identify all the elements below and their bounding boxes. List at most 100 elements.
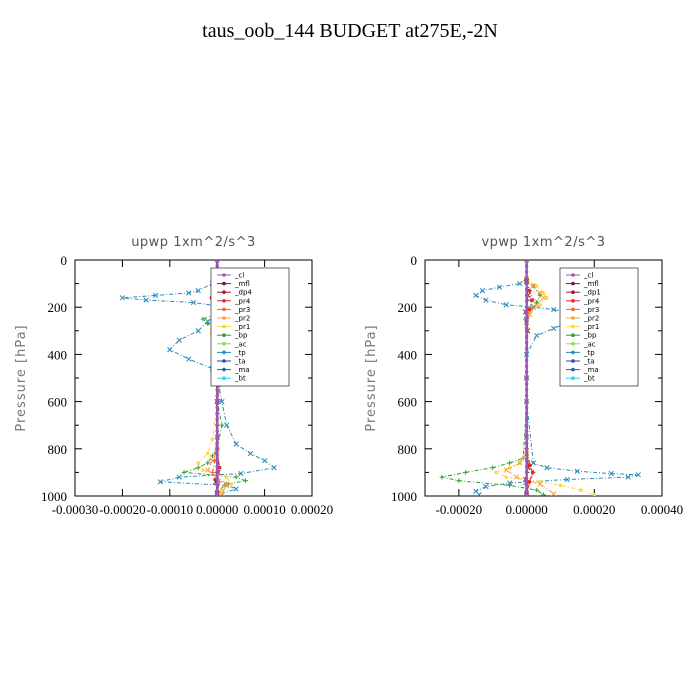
legend-label: _pr3 [234,306,250,314]
x-tick-label: 0.00000 [196,502,238,517]
series-point [215,470,219,474]
series-point [524,352,529,356]
legend-marker [222,367,226,372]
legend-marker [571,307,575,312]
legend-marker [571,376,575,381]
series-point [215,388,219,392]
legend-marker [222,324,226,329]
legend-label: _mfl [583,280,599,288]
series-point [524,346,529,351]
legend-label: _cl [234,272,244,280]
series-point [524,335,529,339]
legend-marker [222,281,226,286]
legend-marker [571,316,575,320]
series-point [524,329,529,333]
series-point [215,423,219,427]
legend-marker [222,273,226,277]
series-point [524,423,529,427]
legend-label: _pr4 [583,297,600,305]
legend-label: _mfl [234,280,250,288]
series-point [215,494,219,496]
series-markers-cl [523,260,530,496]
series-point [524,317,529,321]
legend-label: _pr1 [234,323,250,331]
series-point [524,476,529,480]
legend-label: _pr2 [583,315,599,323]
series-point [524,358,529,362]
series-line-pr3 [526,281,534,494]
series-point [215,476,219,480]
legend-label: _cl [583,272,593,280]
legend-marker [571,359,575,363]
legend-label: _bp [234,332,248,340]
x-tick-label: 0.00040 [641,502,683,517]
legend-label: _dp1 [583,289,601,297]
series-point [524,435,529,439]
y-tick-label: 1000 [41,489,67,504]
legend-label: _pr4 [234,297,251,305]
series-point [524,447,529,451]
legend-label: _ac [234,340,247,348]
y-tick-label: 400 [48,347,68,362]
series-point [215,488,219,492]
series-group [439,260,641,496]
legend-label: _tp [583,349,595,357]
series-point [524,323,529,327]
series-point [215,417,219,421]
legend-marker [571,324,575,329]
series-point [524,394,529,398]
y-tick-label: 1000 [391,489,417,504]
series-point [524,405,529,410]
legend-marker [222,290,226,295]
chart-panel-1: upwp 1xm^2/s^3 Pressure [hPa] 0 200 400 600 80… [14,235,333,517]
panel-title: vpwp 1xm^2/s^3 [481,235,605,250]
legend-label: _ac [583,340,596,348]
legend-label: _dp4 [234,289,252,297]
y-axis-label: Pressure [hPa] [364,324,379,431]
y-axis-label: Pressure [hPa] [14,324,29,431]
x-tick-label: -0.00020 [99,502,146,517]
legend-label: _ma [583,366,599,374]
series-point [524,459,529,463]
series-point [524,260,529,262]
chart-panel-2: vpwp 1xm^2/s^3 Pressure [hPa] 0 200 400 600 80… [364,235,683,517]
series-point [524,464,529,469]
series-point [215,260,219,262]
series-point [524,453,529,457]
legend-label: _tp [234,349,246,357]
series-point [524,388,529,392]
series-point [524,376,529,380]
series-point [215,441,219,445]
series-point [215,264,219,268]
series-point [524,370,529,374]
y-tick-label: 0 [411,253,418,268]
legend-label: _ma [234,366,250,374]
series-point [215,459,219,463]
series-point [215,394,219,398]
legend-marker [222,342,226,346]
legend-marker [571,273,575,277]
series-point [524,494,529,496]
legend-marker [571,342,575,346]
series-point [524,364,529,368]
legend-marker [222,307,226,312]
series-point [524,441,529,445]
legend-marker [571,367,575,372]
legend-marker [571,299,575,303]
series-point [215,411,219,415]
x-tick-label: -0.00020 [436,502,483,517]
series-point [524,482,529,486]
series-point [524,382,529,386]
legend-label: _bt [234,375,246,383]
series-point [524,287,529,292]
legend-marker [222,333,226,338]
legend-label: _ta [583,358,595,366]
y-tick-label: 400 [398,347,418,362]
x-tick-label: -0.00010 [147,502,194,517]
legend-label: _ta [234,358,246,366]
x-tick-label: 0.00020 [573,502,615,517]
legend-marker [222,359,226,363]
y-tick-label: 600 [48,395,68,410]
legend: _cl_mfl_dp1_pr4_pr3_pr2_pr1_bp_ac_tp_ta_… [559,267,639,387]
